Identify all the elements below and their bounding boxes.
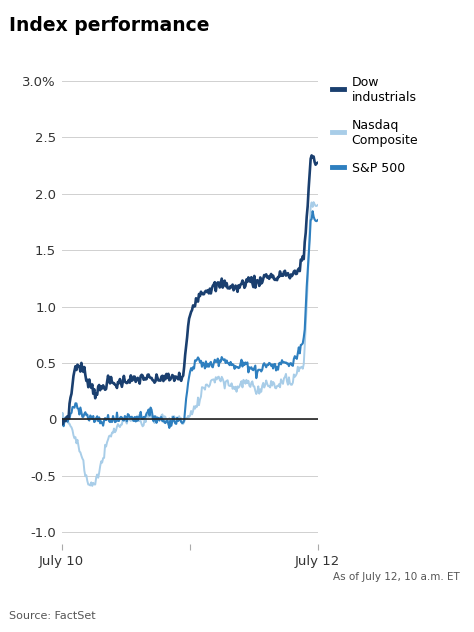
Text: Source: FactSet: Source: FactSet xyxy=(9,611,96,621)
Legend: Dow
industrials, Nasdaq
Composite, S&P 500: Dow industrials, Nasdaq Composite, S&P 5… xyxy=(331,76,418,176)
Text: As of July 12, 10 a.m. ET: As of July 12, 10 a.m. ET xyxy=(333,572,460,582)
Text: Index performance: Index performance xyxy=(9,16,210,35)
